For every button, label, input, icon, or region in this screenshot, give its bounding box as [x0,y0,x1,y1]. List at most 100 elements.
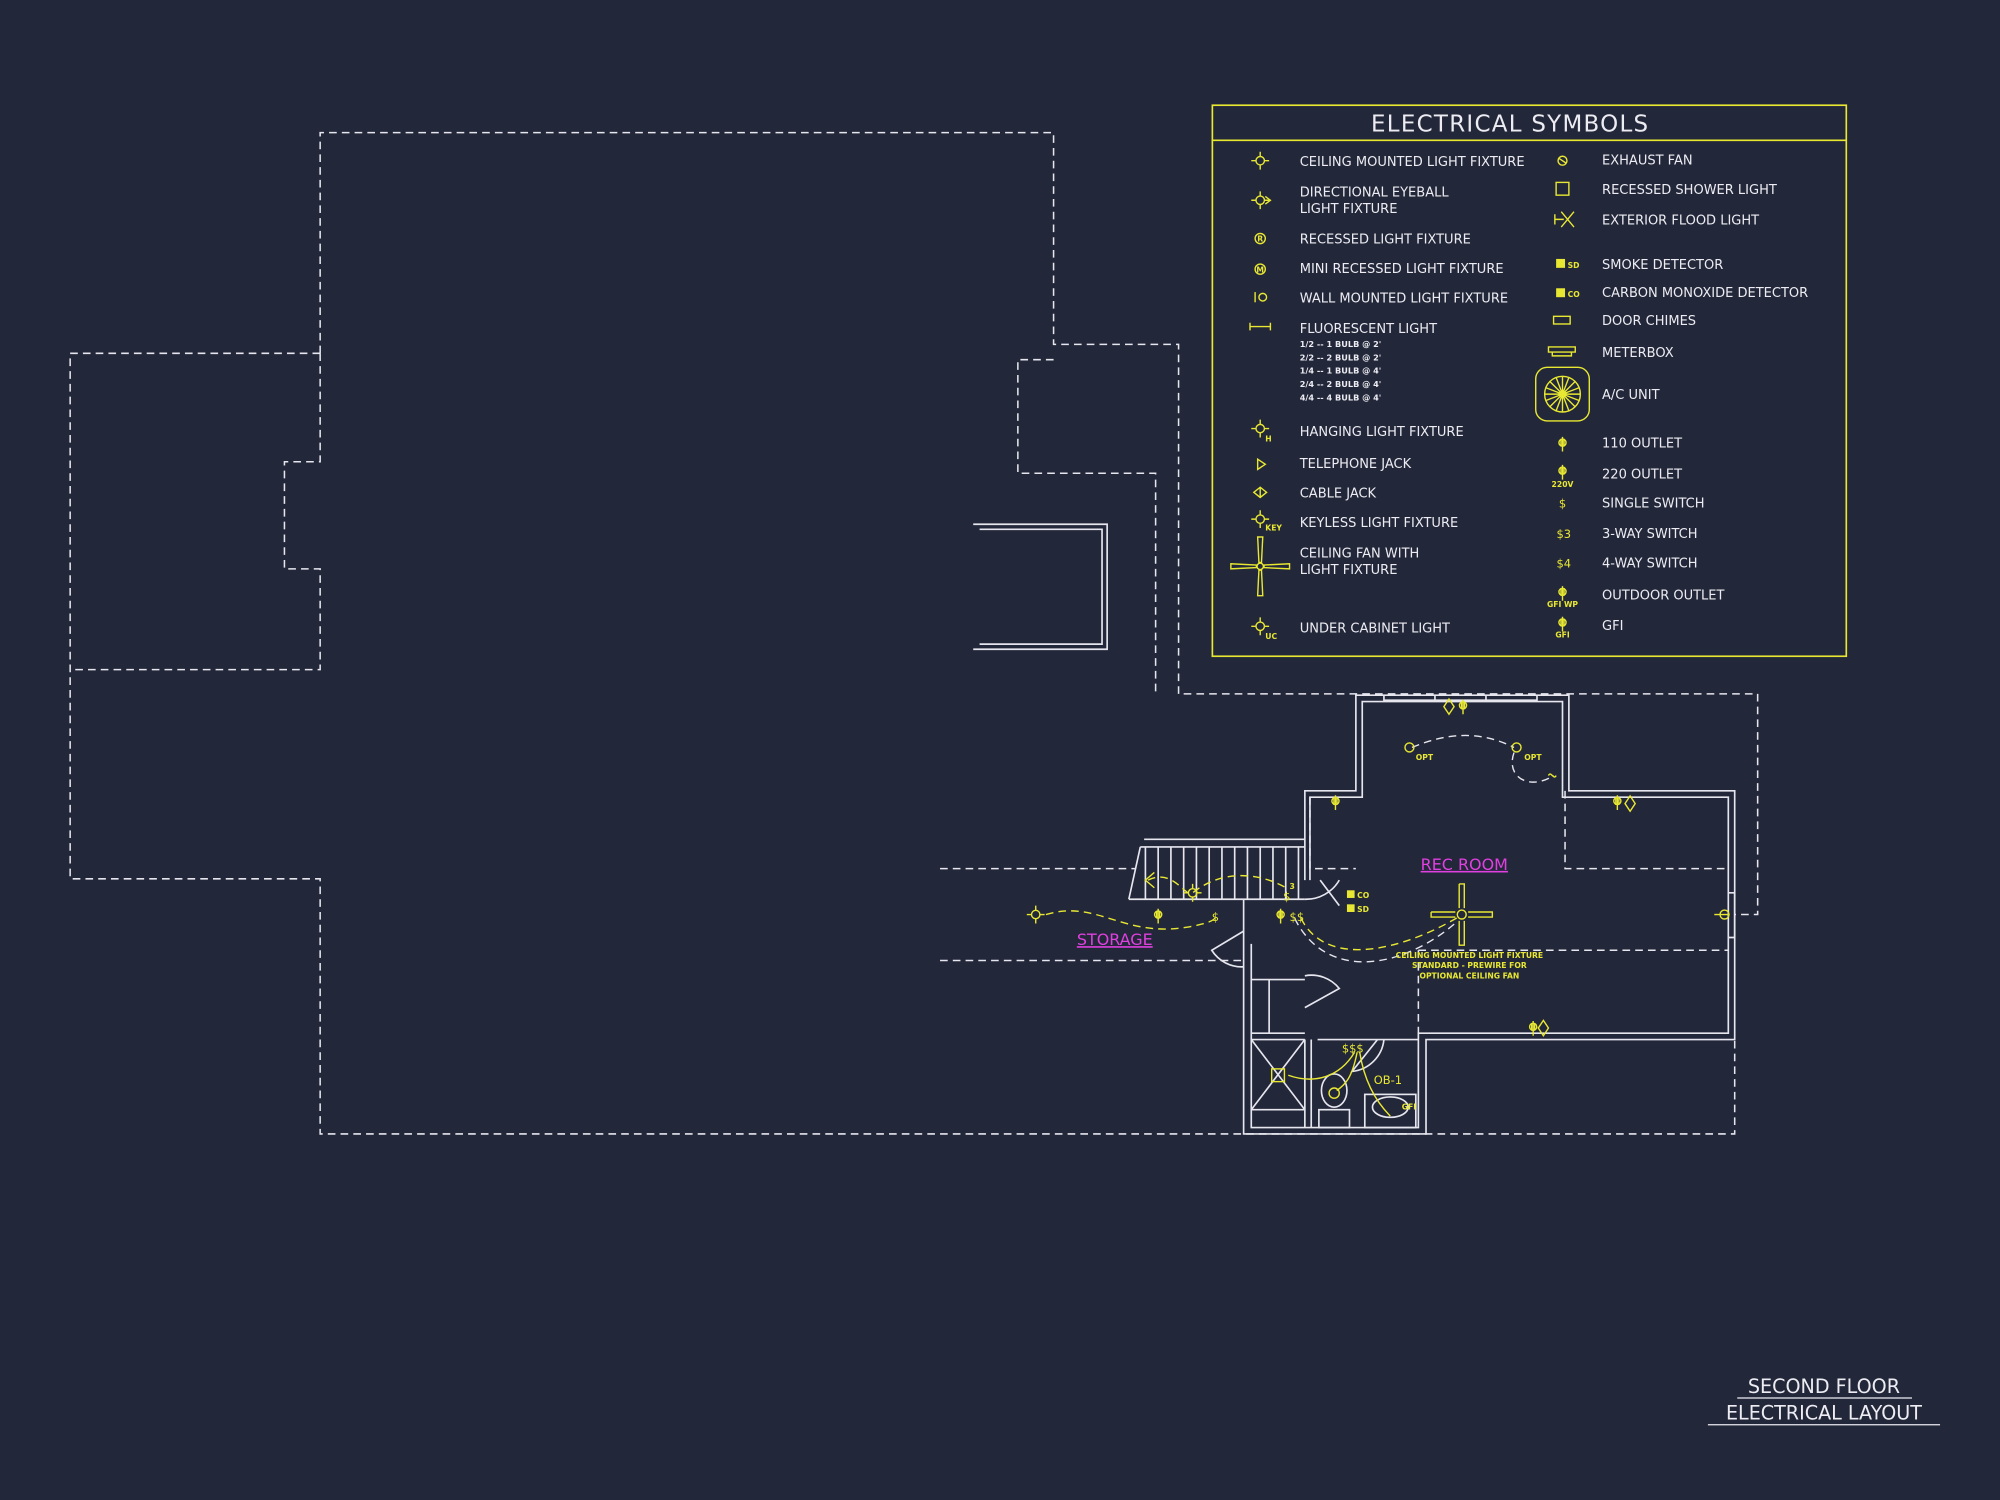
legend-label: 220 OUTLET [1602,467,1682,482]
exhaust-fan-icon [1270,1068,1286,1083]
ceiling-fan-icon [1230,536,1291,597]
legend-label: CEILING FAN WITH [1300,546,1420,561]
legend-label: KEYLESS LIGHT FIXTURE [1300,516,1458,531]
sd-label: SD [1357,905,1369,914]
co-detector-icon [1346,890,1355,898]
legend-label: A/C UNIT [1602,388,1660,403]
svg-text:KEY: KEY [1265,524,1282,533]
legend-label: HANGING LIGHT FIXTURE [1300,425,1464,440]
legend-label: CARBON MONOXIDE DETECTOR [1602,286,1808,301]
outlet-220-icon: 220V [1552,464,1574,489]
sheet-title-line-1: SECOND FLOOR [1748,1375,1900,1398]
legend-label: EXTERIOR FLOOD LIGHT [1602,213,1759,228]
legend-sublabel: 2/2 -- 2 BULB @ 2' [1300,352,1382,362]
cable-jack-icon [1443,697,1637,1037]
opt-label: OPT [1524,753,1542,762]
electrical-circuits: OPT OPT CO SD $ $ 3 $$ $$$ OB-1 GFI CEIL… [1026,697,1730,1117]
svg-text:SD: SD [1568,261,1580,270]
svg-text:UC: UC [1265,632,1277,641]
legend-label: OUTDOOR OUTLET [1602,588,1724,603]
room-label-storage: STORAGE [1077,930,1153,949]
hanging-light-icon: H [1250,418,1272,443]
second-floor-walls [1128,694,1736,1135]
legend-label: WALL MOUNTED LIGHT FIXTURE [1300,291,1508,306]
legend-title: ELECTRICAL SYMBOLS [1371,111,1649,137]
wire-end-icon [1144,773,1557,889]
exhaust-fan-icon [1557,155,1568,166]
electrical-symbols-legend: ELECTRICAL SYMBOLS R M H KEY UC CEILING … [1211,104,1848,658]
flood-light-icon [1554,211,1575,228]
ac-unit-icon [1535,366,1590,422]
legend-sublabel: 1/4 -- 1 BULB @ 4' [1300,366,1382,376]
legend-sublabel: 1/2 -- 1 BULB @ 2' [1300,339,1382,349]
svg-text:220V: 220V [1552,480,1574,489]
svg-text:H: H [1265,434,1271,443]
legend-sublabel: 2/4 -- 2 BULB @ 4' [1300,379,1382,389]
mini-recessed-light-icon: M [1254,263,1267,275]
room-label-rec-room: REC ROOM [1421,855,1508,874]
svg-text:GFI: GFI [1555,631,1569,640]
legend-label: SMOKE DETECTOR [1602,258,1723,273]
legend-label: DIRECTIONAL EYEBALL [1300,185,1450,200]
recessed-light-icon [1404,742,1415,753]
ob-1-label: OB-1 [1374,1073,1402,1087]
fan-note-line: OPTIONAL CEILING FAN [1419,971,1519,980]
single-switch-icon: $ [1559,497,1566,511]
opt-label: OPT [1416,753,1434,762]
legend-label: 110 OUTLET [1602,437,1682,452]
legend-label: GFI [1602,619,1623,634]
meterbox-icon [1547,346,1576,357]
smoke-detector-icon [1346,904,1355,912]
legend-label: CABLE JACK [1300,486,1377,501]
smoke-detector-icon: SD [1556,258,1580,270]
telephone-jack-icon [1256,457,1267,471]
eyeball-light-icon [1250,190,1272,210]
svg-text:M: M [1256,265,1264,274]
three-way-subscript: 3 [1290,882,1295,891]
outlet-110-icon [1558,436,1567,453]
co-detector-icon: CO [1556,288,1580,299]
single-switch-icon: $ [1212,910,1219,924]
gfi-label: GFI [1402,1103,1416,1112]
three-way-switch-icon: $ [1283,890,1290,904]
svg-text:CO: CO [1568,290,1581,299]
legend-label: RECESSED SHOWER LIGHT [1602,183,1777,198]
wall-light-icon [1254,292,1268,303]
flood-light-icon [1714,909,1730,920]
cable-jack-icon [1252,486,1268,499]
legend-label: CEILING MOUNTED LIGHT FIXTURE [1300,155,1525,170]
sheet-title: SECOND FLOOR ELECTRICAL LAYOUT [1707,1375,1941,1426]
switch-triple-icon: $$$ [1342,1041,1364,1055]
legend-label: MINI RECESSED LIGHT FIXTURE [1300,262,1504,277]
door-chimes-icon [1552,315,1571,325]
keyless-light-icon: KEY [1250,509,1282,533]
switch-pair-icon: $$ [1290,910,1305,924]
legend-label: UNDER CABINET LIGHT [1300,622,1450,637]
legend-label: 4-WAY SWITCH [1602,557,1698,572]
fluorescent-light-icon [1249,322,1272,331]
outlet-110-icon [1153,908,1163,925]
sheet-title-line-2: ELECTRICAL LAYOUT [1726,1402,1922,1425]
ceiling-fan-icon [1430,883,1494,946]
legend-label: EXHAUST FAN [1602,154,1693,169]
exhaust-fan-icon [1328,1087,1340,1099]
legend-label: LIGHT FIXTURE [1300,202,1398,217]
three-way-switch-icon: $3 [1556,527,1571,541]
ceiling-light-icon [1026,904,1046,925]
legend-label: LIGHT FIXTURE [1300,563,1398,578]
recessed-light-icon: R [1254,232,1267,245]
four-way-switch-icon: $4 [1556,557,1571,571]
svg-text:GFI WP: GFI WP [1547,600,1578,609]
recessed-light-icon [1511,742,1522,753]
legend-label: SINGLE SWITCH [1602,497,1704,512]
co-label: CO [1357,891,1370,900]
ceiling-light-icon [1250,151,1270,171]
svg-text:R: R [1257,235,1263,244]
outlet-110-icon [1276,908,1285,925]
fan-note-line: STANDARD - PREWIRE FOR [1412,961,1527,970]
legend-label: METERBOX [1602,346,1674,361]
legend-label: FLUORESCENT LIGHT [1300,322,1437,337]
legend-sublabel: 4/4 -- 4 BULB @ 4' [1300,393,1382,403]
under-cabinet-light-icon: UC [1250,616,1278,641]
